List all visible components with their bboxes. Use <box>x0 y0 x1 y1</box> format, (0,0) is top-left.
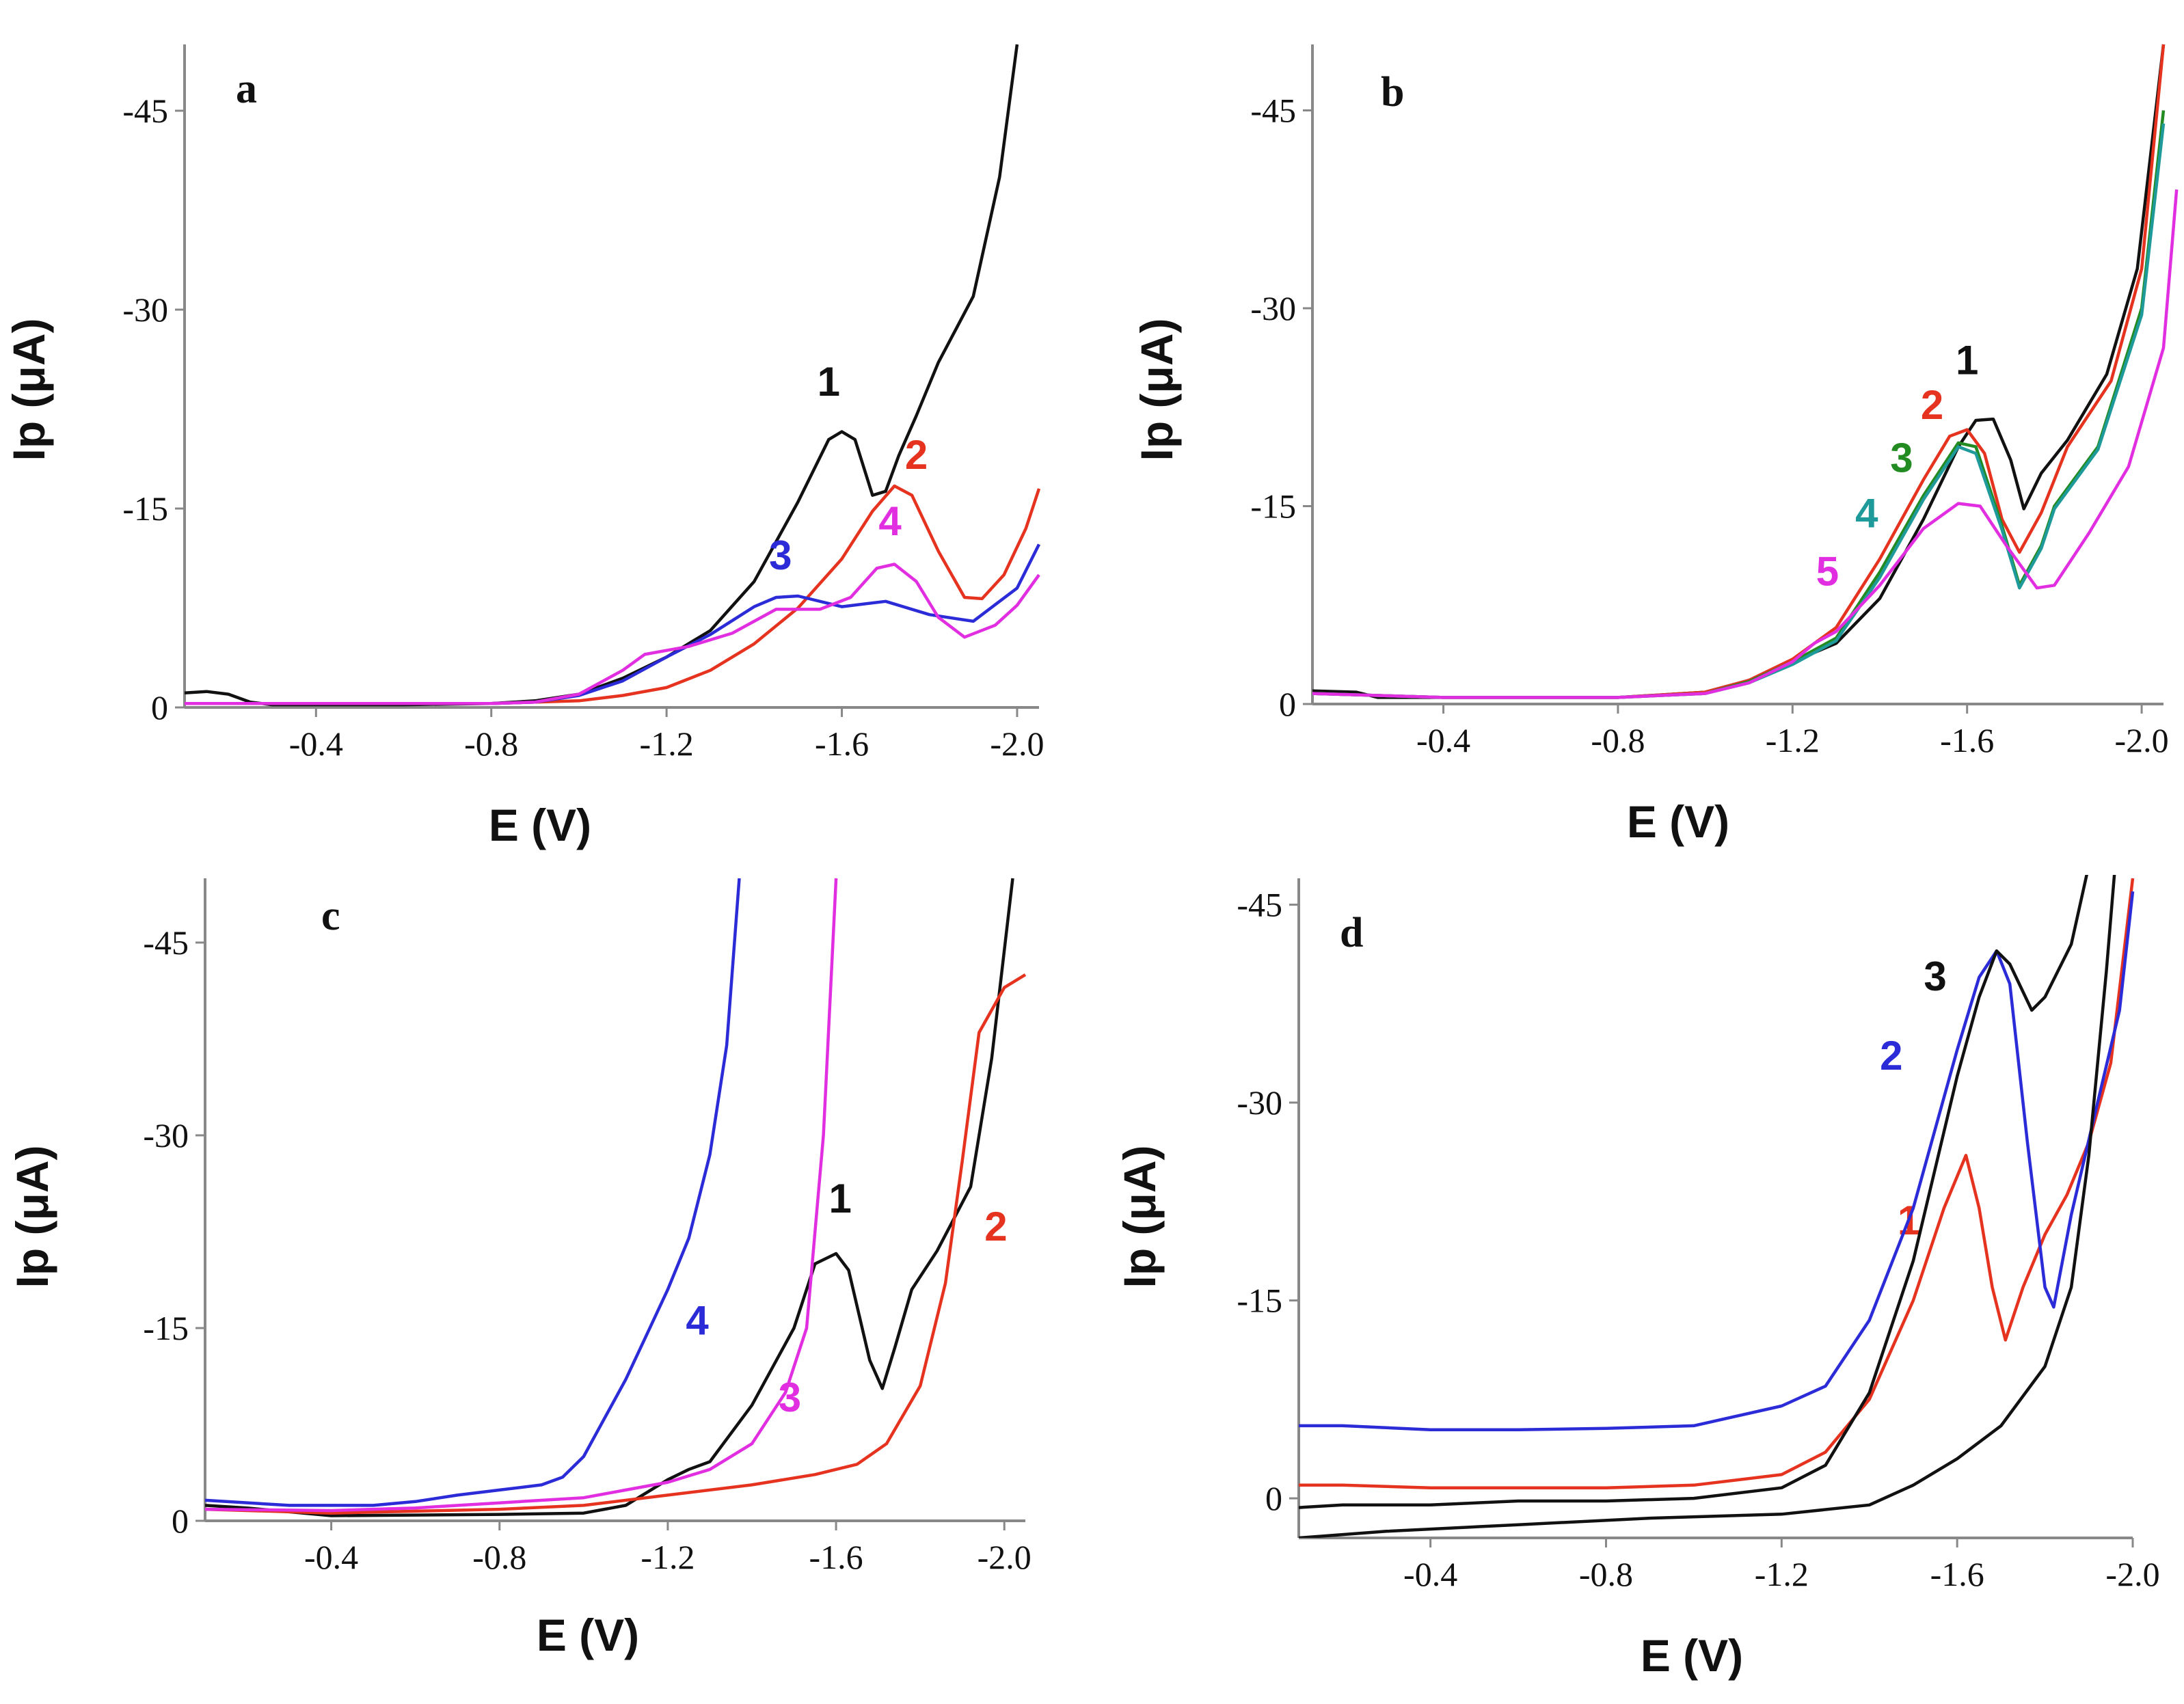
y-tick-label: -15 <box>1237 1282 1282 1320</box>
panel-letter: d <box>1340 910 1363 956</box>
panel-letter: c <box>321 893 340 939</box>
y-axis-label: Ip (μA) <box>1131 319 1182 461</box>
series-line-d-3 <box>1299 875 2088 1509</box>
x-tick-label: -0.8 <box>1591 721 1645 759</box>
curve-label-b-3: 3 <box>1890 435 1913 481</box>
y-tick-label: 0 <box>151 688 168 727</box>
curve-label-b-5: 5 <box>1816 548 1839 594</box>
y-axis-label: Ip (μA) <box>7 1146 57 1288</box>
series-line-b-1 <box>1312 44 2166 699</box>
y-axis-label: Ip (μA) <box>1114 1146 1165 1288</box>
y-tick-label: 0 <box>172 1502 189 1540</box>
curve-label-c-4: 4 <box>686 1297 709 1343</box>
x-tick-label: -2.0 <box>2114 721 2168 759</box>
series-line-b-2 <box>1312 44 2166 699</box>
curve-label-c-1: 1 <box>829 1176 852 1221</box>
x-tick-label: -0.4 <box>304 1538 358 1576</box>
series-line-a-1 <box>185 44 1019 707</box>
y-axis-label: Ip (μA) <box>3 319 54 461</box>
x-tick-label: -0.4 <box>1403 1555 1457 1593</box>
curve-label-a-2: 2 <box>905 432 928 478</box>
y-tick-label: -15 <box>122 489 168 528</box>
series-line-a-2 <box>185 484 1041 705</box>
series-line-d-1 <box>1299 878 2135 1489</box>
panel-letter: b <box>1381 69 1404 116</box>
y-tick-label: -45 <box>122 92 168 130</box>
series-line-a-4 <box>185 563 1040 705</box>
x-tick-label: -1.6 <box>809 1538 863 1576</box>
x-tick-label: -1.6 <box>1940 721 1994 759</box>
y-tick-label: -45 <box>1237 886 1282 924</box>
x-tick-label: -0.4 <box>289 725 343 763</box>
curve-label-d-2: 2 <box>1880 1033 1902 1079</box>
x-tick-label: -0.8 <box>1579 1555 1633 1593</box>
panel-d: 0 -15 -30 -45 -0.4 -0.8 -1.2 -1.6 -2.0 E (V) Ip (μ… <box>1114 875 2160 1681</box>
curve-label-b-4: 4 <box>1855 490 1878 536</box>
series-line-b-4 <box>1312 123 2166 699</box>
x-tick-label: -0.4 <box>1416 721 1470 759</box>
series-line-c-1 <box>205 878 1014 1517</box>
y-tick-label: -45 <box>143 923 189 962</box>
curve-label-b-1: 1 <box>1956 338 1978 383</box>
panel-letter: a <box>236 66 257 112</box>
curve-label-a-4: 4 <box>878 498 902 544</box>
curve-label-c-2: 2 <box>984 1204 1007 1249</box>
y-tick-label: -30 <box>143 1116 189 1154</box>
panel-a: 0 -15 -30 -45 -0.4 -0.8 -1.2 -1.6 -2.0 E (V) Ip (μ… <box>3 44 1044 850</box>
y-tick-label: -45 <box>1250 92 1296 130</box>
series-line-b-5 <box>1312 189 2179 699</box>
panel-c: 0 -15 -30 -45 -0.4 -0.8 -1.2 -1.6 -2.0 E (V) Ip (μ… <box>7 878 1032 1660</box>
series-line-c-3 <box>205 878 838 1513</box>
x-tick-label: -1.2 <box>1766 721 1820 759</box>
series-line-c-4 <box>205 878 741 1507</box>
series-line-a-3 <box>185 543 1041 705</box>
x-tick-label: -2.0 <box>978 1538 1032 1576</box>
x-tick-label: -2.0 <box>990 725 1044 763</box>
curve-label-b-2: 2 <box>1921 382 1943 428</box>
x-axis-label: E (V) <box>1627 796 1729 847</box>
x-tick-label: -1.6 <box>815 725 869 763</box>
curve-label-a-3: 3 <box>769 532 792 578</box>
x-axis-label: E (V) <box>1641 1630 1743 1681</box>
x-axis-label: E (V) <box>537 1610 639 1660</box>
x-axis-label: E (V) <box>489 800 591 850</box>
series-line-b-3 <box>1312 110 2166 699</box>
y-tick-label: -15 <box>143 1309 189 1347</box>
x-tick-label: -1.2 <box>641 1538 695 1576</box>
panel-b: 0 -15 -30 -45 -0.4 -0.8 -1.2 -1.6 -2.0 E (V) Ip (μ… <box>1131 44 2179 847</box>
x-tick-label: -1.2 <box>640 725 694 763</box>
x-tick-label: -1.2 <box>1755 1555 1809 1593</box>
y-tick-label: -30 <box>1250 289 1296 327</box>
series-line-c-2 <box>205 973 1027 1515</box>
curve-label-d-3: 3 <box>1924 954 1946 999</box>
x-tick-label: -2.0 <box>2105 1555 2159 1593</box>
x-tick-label: -1.6 <box>1930 1555 1984 1593</box>
y-tick-label: -15 <box>1250 487 1296 526</box>
curve-label-a-1: 1 <box>818 359 840 405</box>
y-tick-label: 0 <box>1265 1479 1282 1517</box>
y-tick-label: -30 <box>1237 1083 1282 1122</box>
curve-label-c-3: 3 <box>779 1375 801 1420</box>
series-line-d-2 <box>1299 891 2135 1431</box>
x-tick-label: -0.8 <box>472 1538 526 1576</box>
x-tick-label: -0.8 <box>464 725 518 763</box>
y-tick-label: -30 <box>122 290 168 329</box>
series-line-d-3-return <box>1299 875 2116 1538</box>
y-tick-label: 0 <box>1279 685 1296 723</box>
